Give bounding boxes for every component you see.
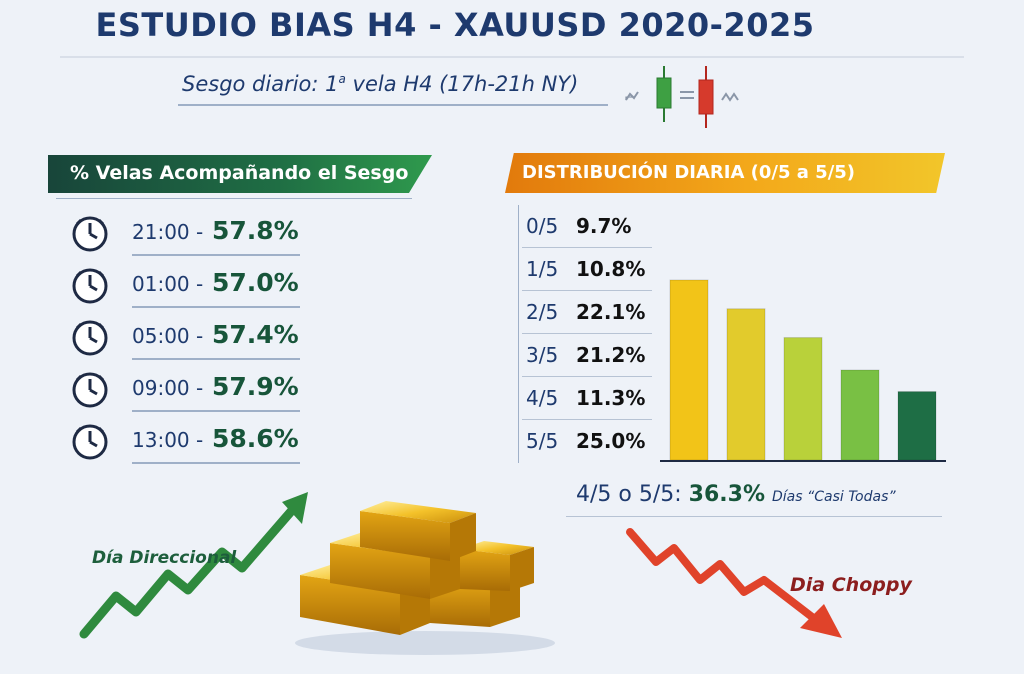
clock-icon [72, 216, 108, 252]
time-row: 05:00 - 57.4% [70, 314, 310, 362]
table-divider [518, 205, 519, 463]
time-label: 01:00 - [132, 272, 204, 296]
pct-value: 57.0% [212, 268, 299, 297]
summary: 4/5 o 5/5: 36.3% Días “Casi Todas” [576, 482, 896, 507]
dist-row: 3/5 21.2% [522, 335, 652, 378]
subtitle: Sesgo diario: 1a vela H4 (17h-21h NY) [182, 72, 578, 96]
dist-value: 25.0% [576, 429, 646, 453]
title-divider [60, 56, 964, 58]
pct-value: 57.9% [212, 372, 299, 401]
subtitle-underline [178, 104, 608, 106]
pct-value: 57.4% [212, 320, 299, 349]
summary-label: 4/5 o 5/5: [576, 482, 682, 507]
summary-note: Días “Casi Todas” [772, 489, 896, 505]
subtitle-sup: a [338, 72, 346, 86]
chart-bar [669, 279, 709, 461]
time-label: 13:00 - [132, 428, 204, 452]
summary-underline [566, 516, 942, 517]
page-title: ESTUDIO BIAS H4 - XAUUSD 2020-2025 [95, 6, 815, 44]
trend-up-arrow-icon [79, 492, 308, 639]
row-underline [522, 376, 652, 377]
time-label: 21:00 - [132, 220, 204, 244]
dist-value: 9.7% [576, 214, 632, 238]
row-underline [132, 410, 300, 412]
dist-value: 10.8% [576, 257, 646, 281]
clock-icon [72, 424, 108, 460]
dist-category: 1/5 [526, 257, 559, 281]
dist-category: 3/5 [526, 343, 559, 367]
chart-bar [897, 391, 937, 461]
row-underline [522, 247, 652, 248]
left-panel-divider [56, 198, 412, 199]
gold-bars-icon [295, 501, 555, 655]
row-underline [522, 290, 652, 291]
time-row: 01:00 - 57.0% [70, 262, 310, 310]
clock-icon [72, 320, 108, 356]
bar-chart [660, 279, 946, 462]
dist-value: 11.3% [576, 386, 646, 410]
svg-text:⌐: ⌐ [624, 91, 635, 106]
dist-category: 5/5 [526, 429, 559, 453]
time-label: 09:00 - [132, 376, 204, 400]
left-panel-header [48, 155, 432, 193]
row-underline [132, 462, 300, 464]
chart-bar [783, 337, 823, 461]
pct-value: 57.8% [212, 216, 299, 245]
dist-row: 4/5 11.3% [522, 378, 652, 421]
chart-bar [726, 308, 766, 461]
clock-icon [72, 268, 108, 304]
pct-value: 58.6% [212, 424, 299, 453]
summary-pct: 36.3% [688, 482, 765, 507]
clock-icon [72, 372, 108, 408]
dist-category: 2/5 [526, 300, 559, 324]
subtitle-post: vela H4 (17h-21h NY) [345, 72, 579, 96]
row-underline [522, 419, 652, 420]
dist-row: 1/5 10.8% [522, 249, 652, 292]
row-underline [132, 306, 300, 308]
choppy-label: Dia Choppy [790, 574, 912, 596]
dist-row: 0/5 9.7% [522, 206, 652, 249]
row-underline [132, 358, 300, 360]
dist-value: 21.2% [576, 343, 646, 367]
time-label: 05:00 - [132, 324, 204, 348]
time-row: 13:00 - 58.6% [70, 418, 310, 466]
dist-category: 4/5 [526, 386, 559, 410]
time-row: 21:00 - 57.8% [70, 210, 310, 258]
time-row: 09:00 - 57.9% [70, 366, 310, 414]
dist-row: 5/5 25.0% [522, 421, 652, 464]
trend-down-arrow-icon [626, 528, 842, 638]
left-panel-title: % Velas Acompañando el Sesgo [70, 162, 409, 184]
dist-category: 0/5 [526, 214, 559, 238]
candlestick-icon: ⌐ [624, 66, 739, 128]
right-panel-title: DISTRIBUCIÓN DIARIA (0/5 a 5/5) [522, 162, 856, 183]
direccional-label: Día Direccional [92, 548, 237, 568]
row-underline [132, 254, 300, 256]
right-panel-header [505, 153, 945, 193]
dist-value: 22.1% [576, 300, 646, 324]
chart-bar [840, 369, 880, 461]
row-underline [522, 333, 652, 334]
subtitle-pre: Sesgo diario: 1 [182, 72, 339, 96]
dist-row: 2/5 22.1% [522, 292, 652, 335]
